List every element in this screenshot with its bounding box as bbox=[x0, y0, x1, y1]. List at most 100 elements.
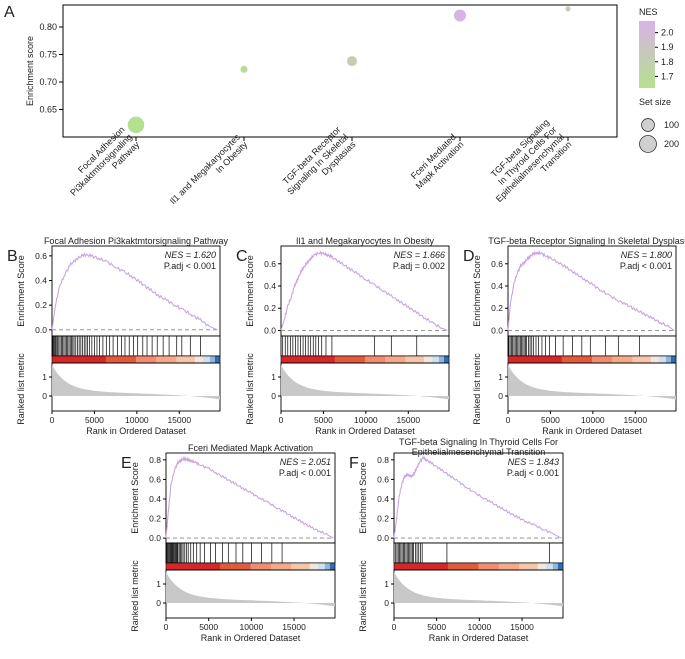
panel-label-e: E bbox=[121, 455, 132, 472]
es-y-tick-label: 0.6 bbox=[35, 251, 47, 261]
x-tick-label: 15000 bbox=[623, 415, 647, 425]
panel-f: F TGF-beta Signaling In Thyroid Cells For… bbox=[349, 437, 564, 643]
metric-frame bbox=[280, 362, 450, 412]
x-tick-label: 5000 bbox=[85, 415, 104, 425]
rank-color-band bbox=[394, 563, 449, 570]
panel-title-line2: Epithelialmesenchymal Transition bbox=[412, 447, 546, 457]
rank-color-band bbox=[508, 356, 563, 363]
panel-label-f: F bbox=[349, 455, 359, 472]
panel-c: C Il1 and Megakaryocytes In Obesity 0.6 0.4… bbox=[236, 236, 450, 436]
rank-color-band bbox=[156, 356, 177, 363]
plot-frame-a bbox=[62, 4, 618, 138]
rank-color-band bbox=[105, 356, 137, 363]
legend-nes-title: NES bbox=[639, 7, 658, 17]
legend-nes-tick-label: 1.9 bbox=[661, 42, 674, 52]
x-tick-label: 10000 bbox=[581, 415, 605, 425]
point-4 bbox=[565, 6, 571, 12]
metric-y-tick-label: 0 bbox=[271, 391, 276, 401]
y-axis-label-a: Enrichment score bbox=[25, 36, 35, 106]
rank-color-band bbox=[385, 356, 406, 363]
x-tick-label-a: Il1 and Megakaryocytes bbox=[168, 132, 243, 207]
rank-color-band bbox=[176, 356, 196, 363]
es-y-tick-label: 0.2 bbox=[149, 514, 161, 524]
x-tick-label: 5000 bbox=[541, 415, 560, 425]
metric-y-label: Ranked list metric bbox=[130, 560, 140, 632]
rank-color-band bbox=[592, 356, 613, 363]
hits-frame bbox=[393, 542, 564, 564]
x-axis-label: Rank in Ordered Dataset bbox=[86, 426, 186, 436]
metric-area bbox=[166, 572, 335, 607]
panel-title: Il1 and Megakaryocytes In Obesity bbox=[296, 236, 435, 246]
legend-size-circle bbox=[639, 135, 657, 153]
es-y-tick-label: 0.0 bbox=[149, 533, 161, 543]
x-tick-label: 15000 bbox=[510, 622, 534, 632]
rank-color-band bbox=[405, 356, 425, 363]
rank-color-band bbox=[52, 356, 107, 363]
rank-color-band bbox=[194, 356, 204, 363]
es-y-tick-label: 0.0 bbox=[491, 325, 503, 335]
es-y-tick-label: 0.2 bbox=[491, 303, 503, 313]
nes-text: NES = 1.620 bbox=[165, 250, 216, 260]
rank-color-band bbox=[309, 563, 319, 570]
point-1 bbox=[240, 65, 248, 73]
es-y-tick-label: 0.6 bbox=[377, 474, 389, 484]
es-y-tick-label: 0.2 bbox=[377, 514, 389, 524]
hits-frame bbox=[165, 542, 336, 564]
padj-text: P.adj < 0.001 bbox=[620, 261, 672, 271]
rank-color-band bbox=[552, 563, 559, 570]
panel-title: TGF-beta Receptor Signaling In Skeletal … bbox=[488, 236, 685, 246]
point-2 bbox=[346, 56, 358, 67]
rank-color-band bbox=[324, 563, 331, 570]
es-curve bbox=[393, 455, 562, 539]
rank-color-band bbox=[448, 563, 479, 570]
nes-text: NES = 2.051 bbox=[280, 457, 331, 467]
panel-label-b: B bbox=[7, 248, 18, 265]
metric-area bbox=[52, 365, 220, 400]
rank-color-band bbox=[670, 356, 677, 363]
es-curve bbox=[165, 455, 334, 539]
x-tick-label: 15000 bbox=[282, 622, 306, 632]
es-y-tick-label: 0.4 bbox=[491, 281, 503, 291]
rank-color-band bbox=[561, 356, 593, 363]
rank-color-band bbox=[519, 563, 538, 570]
es-y-tick-label: 0.6 bbox=[264, 259, 276, 269]
es-y-label: Enrichment Score bbox=[245, 255, 255, 327]
x-tick-label: 15000 bbox=[396, 415, 420, 425]
panel-title: Fceri Mediated Mapk Activation bbox=[188, 443, 313, 453]
rank-color-band bbox=[250, 563, 272, 570]
x-tick-label: 0 bbox=[164, 622, 169, 632]
rank-color-band bbox=[329, 563, 336, 570]
x-tick-label-group-0: Focal AdhesionPi3kaktmtorsignalingPathwa… bbox=[68, 124, 142, 197]
legend-size-label: 200 bbox=[664, 139, 679, 149]
padj-text: P.adj = 0.002 bbox=[393, 261, 445, 271]
x-tick-label: 10000 bbox=[468, 622, 492, 632]
rank-color-band bbox=[291, 563, 310, 570]
metric-y-tick-label: 1 bbox=[271, 372, 276, 382]
x-tick-label: 10000 bbox=[240, 622, 264, 632]
metric-y-label: Ranked list metric bbox=[472, 353, 482, 425]
es-y-tick-label: 0.6 bbox=[491, 259, 503, 269]
x-axis-label: Rank in Ordered Dataset bbox=[315, 426, 415, 436]
rank-color-band bbox=[537, 563, 547, 570]
metric-frame bbox=[165, 569, 336, 619]
rank-color-band bbox=[546, 563, 554, 570]
y-tick-label-a: 0.75 bbox=[39, 50, 57, 60]
rank-color-band bbox=[281, 356, 336, 363]
x-axis-label: Rank in Ordered Dataset bbox=[542, 426, 642, 436]
metric-y-tick-label: 0 bbox=[384, 598, 389, 608]
panel-label-a: A bbox=[4, 4, 15, 21]
rank-color-band bbox=[665, 356, 672, 363]
metric-area bbox=[281, 365, 449, 400]
padj-text: P.adj < 0.001 bbox=[279, 468, 331, 478]
legend-size-circle bbox=[641, 118, 655, 132]
rank-color-band bbox=[443, 356, 450, 363]
rank-color-band bbox=[203, 356, 211, 363]
metric-area bbox=[394, 572, 563, 607]
legend-nes-tick-label: 1.7 bbox=[661, 71, 674, 81]
es-y-label: Enrichment Score bbox=[130, 462, 140, 534]
x-tick-label: 10000 bbox=[125, 415, 149, 425]
